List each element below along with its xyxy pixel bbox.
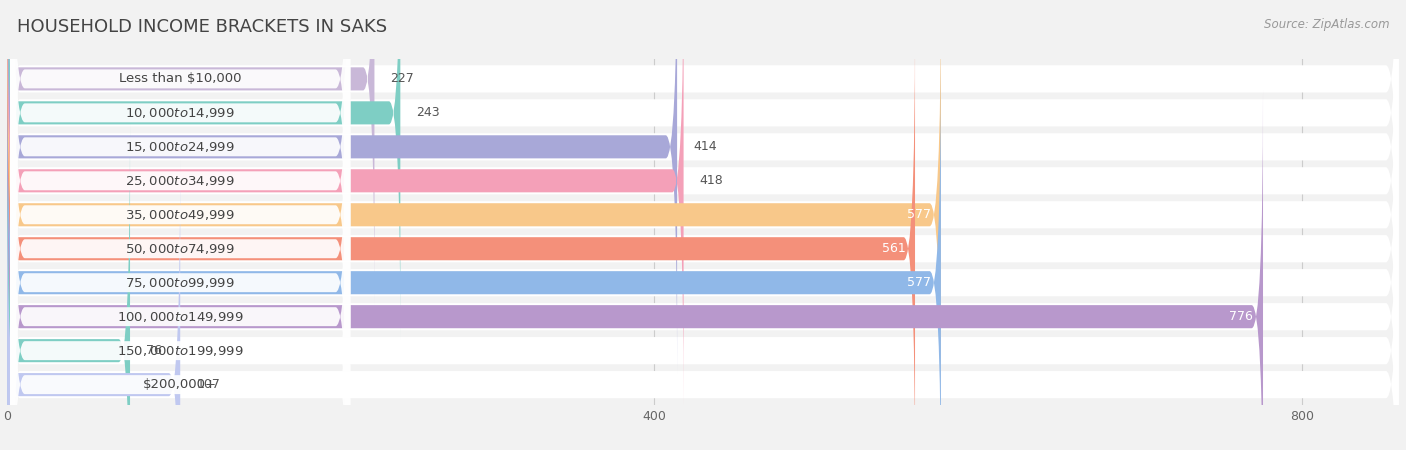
FancyBboxPatch shape	[7, 58, 1399, 450]
FancyBboxPatch shape	[7, 0, 1399, 439]
FancyBboxPatch shape	[10, 0, 350, 443]
Text: 776: 776	[1229, 310, 1253, 323]
FancyBboxPatch shape	[10, 20, 350, 450]
FancyBboxPatch shape	[10, 0, 350, 409]
FancyBboxPatch shape	[7, 25, 1399, 450]
FancyBboxPatch shape	[7, 0, 1399, 450]
FancyBboxPatch shape	[10, 0, 350, 450]
FancyBboxPatch shape	[10, 0, 350, 450]
FancyBboxPatch shape	[7, 0, 941, 441]
FancyBboxPatch shape	[10, 0, 350, 450]
FancyBboxPatch shape	[10, 54, 350, 450]
FancyBboxPatch shape	[7, 0, 1399, 450]
Text: 107: 107	[197, 378, 221, 391]
Text: HOUSEHOLD INCOME BRACKETS IN SAKS: HOUSEHOLD INCOME BRACKETS IN SAKS	[17, 18, 387, 36]
Text: Less than $10,000: Less than $10,000	[120, 72, 242, 86]
Text: $15,000 to $24,999: $15,000 to $24,999	[125, 140, 235, 154]
Text: 577: 577	[907, 276, 931, 289]
FancyBboxPatch shape	[7, 124, 129, 450]
Text: $10,000 to $14,999: $10,000 to $14,999	[125, 106, 235, 120]
FancyBboxPatch shape	[7, 0, 374, 305]
FancyBboxPatch shape	[7, 0, 401, 339]
Text: $150,000 to $199,999: $150,000 to $199,999	[117, 344, 243, 358]
Text: 561: 561	[882, 242, 905, 255]
FancyBboxPatch shape	[7, 92, 1399, 450]
FancyBboxPatch shape	[10, 88, 350, 450]
Text: 243: 243	[416, 106, 440, 119]
Text: $100,000 to $149,999: $100,000 to $149,999	[117, 310, 243, 324]
FancyBboxPatch shape	[7, 0, 1399, 371]
FancyBboxPatch shape	[7, 0, 1399, 405]
Text: 414: 414	[693, 140, 717, 153]
Text: 418: 418	[700, 174, 724, 187]
FancyBboxPatch shape	[7, 56, 941, 450]
FancyBboxPatch shape	[7, 90, 1263, 450]
Text: 76: 76	[146, 344, 162, 357]
Text: Source: ZipAtlas.com: Source: ZipAtlas.com	[1264, 18, 1389, 31]
Text: $50,000 to $74,999: $50,000 to $74,999	[125, 242, 235, 256]
Text: 227: 227	[391, 72, 415, 86]
FancyBboxPatch shape	[7, 126, 1399, 450]
FancyBboxPatch shape	[7, 0, 678, 373]
Text: $25,000 to $34,999: $25,000 to $34,999	[125, 174, 235, 188]
FancyBboxPatch shape	[10, 0, 350, 375]
FancyBboxPatch shape	[7, 0, 683, 407]
FancyBboxPatch shape	[7, 22, 915, 450]
Text: 577: 577	[907, 208, 931, 221]
Text: $35,000 to $49,999: $35,000 to $49,999	[125, 208, 235, 222]
FancyBboxPatch shape	[10, 0, 350, 450]
Text: $75,000 to $99,999: $75,000 to $99,999	[125, 276, 235, 290]
FancyBboxPatch shape	[7, 0, 1399, 337]
FancyBboxPatch shape	[7, 158, 180, 450]
Text: $200,000+: $200,000+	[143, 378, 217, 391]
